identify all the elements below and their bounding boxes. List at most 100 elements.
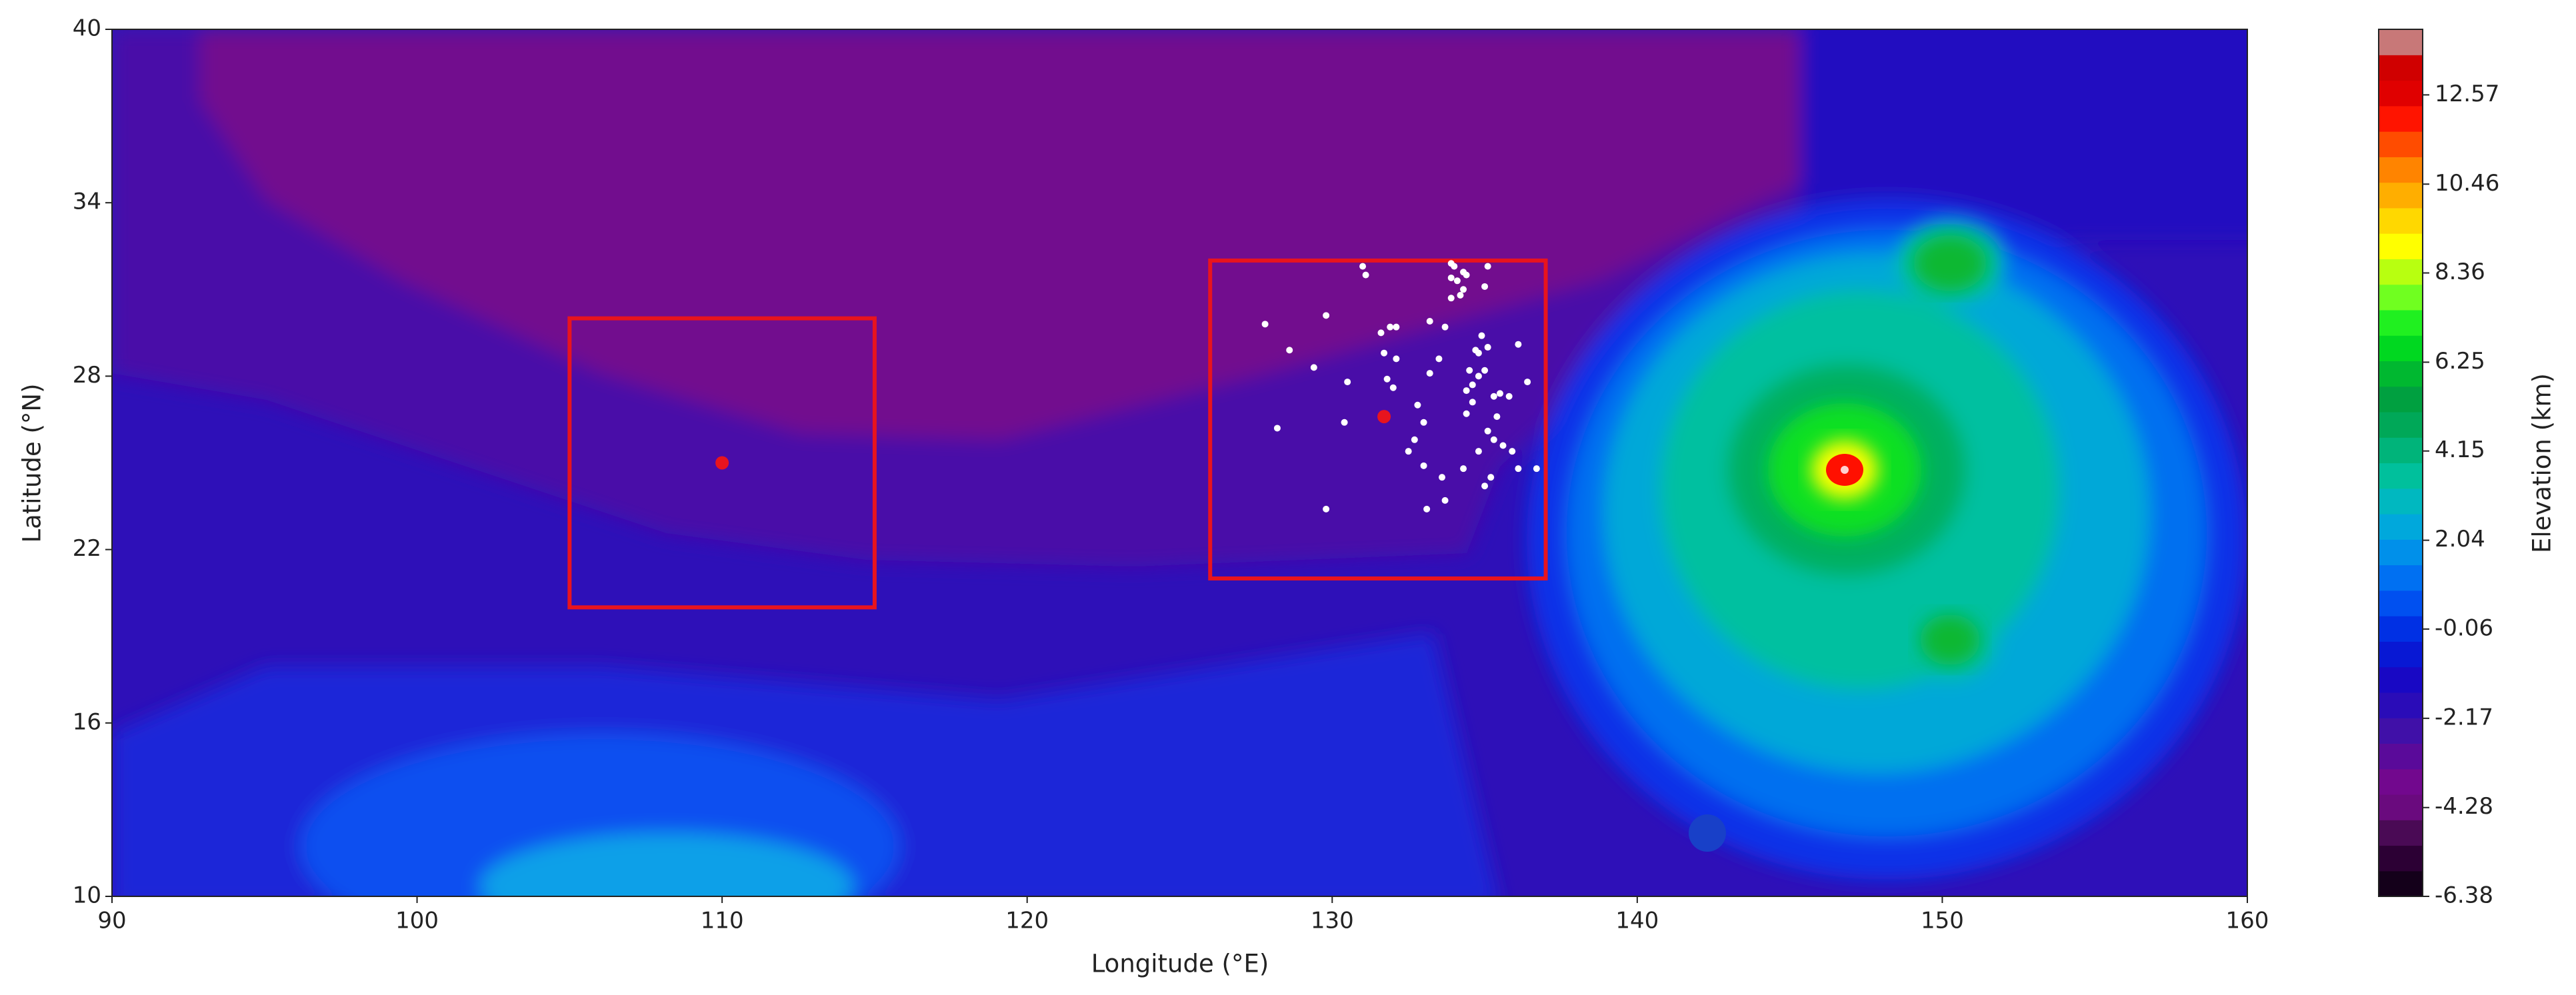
sample-point bbox=[1441, 323, 1449, 331]
sample-point bbox=[1341, 419, 1348, 426]
sample-point bbox=[1451, 263, 1458, 270]
albor-tholus bbox=[1920, 614, 1980, 665]
colorbar-band bbox=[2379, 131, 2423, 157]
colorbar-band bbox=[2379, 437, 2423, 464]
sample-point bbox=[1469, 381, 1476, 389]
sample-point bbox=[1359, 263, 1367, 270]
sample-point bbox=[1463, 387, 1470, 395]
x-tick-label: 160 bbox=[2226, 908, 2269, 934]
colorbar-band bbox=[2379, 692, 2423, 718]
sample-point bbox=[1460, 286, 1467, 293]
colorbar-tick-label: -4.28 bbox=[2435, 793, 2493, 820]
sample-point bbox=[1490, 393, 1497, 400]
sample-point bbox=[1493, 413, 1501, 421]
x-tick-label: 90 bbox=[97, 908, 126, 934]
sample-point bbox=[1435, 355, 1443, 363]
sample-point bbox=[1490, 436, 1497, 443]
sample-point bbox=[1323, 312, 1330, 319]
study-box bbox=[1208, 258, 1548, 580]
sample-point bbox=[1273, 425, 1281, 432]
terrain-north bbox=[200, 29, 1867, 440]
colorbar-band bbox=[2379, 80, 2423, 107]
x-tick-label: 100 bbox=[395, 908, 439, 934]
sample-point bbox=[1533, 465, 1540, 473]
colorbar-band bbox=[2379, 207, 2423, 234]
y-tick-label: 10 bbox=[73, 882, 101, 909]
colorbar-band bbox=[2379, 590, 2423, 616]
sample-point bbox=[1323, 505, 1330, 512]
colorbar-band bbox=[2379, 233, 2423, 259]
sample-point bbox=[1484, 344, 1491, 351]
study-box bbox=[567, 316, 877, 610]
elysium-caldera bbox=[1841, 466, 1849, 474]
colorbar-band bbox=[2379, 284, 2423, 311]
sample-point bbox=[1447, 274, 1455, 281]
sample-point bbox=[1393, 355, 1400, 363]
sample-point bbox=[1505, 393, 1513, 400]
colorbar-tick-label: 6.25 bbox=[2435, 348, 2485, 375]
sample-point bbox=[1496, 390, 1503, 397]
x-tick-label: 150 bbox=[1921, 908, 1964, 934]
colorbar-tick-label: 8.36 bbox=[2435, 259, 2485, 285]
sample-point bbox=[1484, 427, 1491, 435]
sample-point bbox=[1441, 497, 1449, 504]
colorbar-tick-label: -6.38 bbox=[2435, 882, 2493, 909]
colorbar-band bbox=[2379, 182, 2423, 209]
sample-point bbox=[1463, 271, 1470, 279]
sample-point bbox=[1344, 379, 1351, 386]
sample-point bbox=[1414, 401, 1421, 409]
x-tick-label: 120 bbox=[1005, 908, 1049, 934]
sample-point bbox=[1426, 370, 1433, 377]
sample-point bbox=[1484, 263, 1491, 270]
x-tick-label: 130 bbox=[1311, 908, 1354, 934]
colorbar-tick-label: -0.06 bbox=[2435, 614, 2493, 641]
colorbar-band bbox=[2379, 309, 2423, 336]
sample-point bbox=[1310, 364, 1317, 371]
sample-point bbox=[1439, 474, 1446, 481]
sample-point bbox=[1426, 318, 1433, 325]
colorbar-band bbox=[2379, 488, 2423, 514]
colorbar-tick-label: 4.15 bbox=[2435, 437, 2485, 463]
sample-point bbox=[1377, 329, 1385, 337]
sample-point bbox=[1487, 474, 1495, 481]
colorbar-band bbox=[2379, 411, 2423, 438]
colorbar-band bbox=[2379, 259, 2423, 285]
sample-point bbox=[1481, 283, 1489, 290]
sample-point bbox=[1420, 462, 1427, 469]
colorbar-tick-label: 12.57 bbox=[2435, 81, 2499, 107]
sample-point bbox=[1447, 295, 1455, 302]
x-tick-label: 110 bbox=[701, 908, 744, 934]
sample-point bbox=[1460, 465, 1467, 473]
colorbar-tick-label: -2.17 bbox=[2435, 704, 2493, 730]
sample-point bbox=[1481, 483, 1489, 490]
colorbar-band bbox=[2379, 386, 2423, 413]
y-tick-label: 34 bbox=[73, 189, 101, 215]
colorbar-band bbox=[2379, 820, 2423, 846]
sample-point bbox=[1469, 399, 1476, 406]
x-axis-label: Longitude (°E) bbox=[1091, 950, 1269, 978]
sample-point bbox=[1515, 465, 1522, 473]
colorbar-band bbox=[2379, 564, 2423, 591]
colorbar-band bbox=[2379, 29, 2423, 55]
hecates-tholus bbox=[1913, 235, 1987, 291]
y-tick-label: 16 bbox=[73, 708, 101, 735]
plot-frame bbox=[111, 29, 2248, 897]
colorbar-band bbox=[2379, 794, 2423, 820]
colorbar-band bbox=[2379, 616, 2423, 642]
colorbar-band bbox=[2379, 768, 2423, 795]
sample-point bbox=[1509, 448, 1516, 455]
colorbar-band bbox=[2379, 641, 2423, 668]
box-center bbox=[715, 456, 729, 470]
sample-point bbox=[1393, 323, 1400, 331]
sample-point bbox=[1457, 291, 1464, 299]
colorbar-band bbox=[2379, 335, 2423, 362]
colorbar-tick-label: 2.04 bbox=[2435, 526, 2485, 552]
sample-point bbox=[1453, 277, 1461, 285]
sample-point bbox=[1411, 436, 1418, 443]
y-tick-label: 22 bbox=[73, 535, 101, 562]
sample-point bbox=[1481, 367, 1489, 374]
terrain-plain-low bbox=[480, 833, 853, 896]
colorbar-band bbox=[2379, 55, 2423, 81]
